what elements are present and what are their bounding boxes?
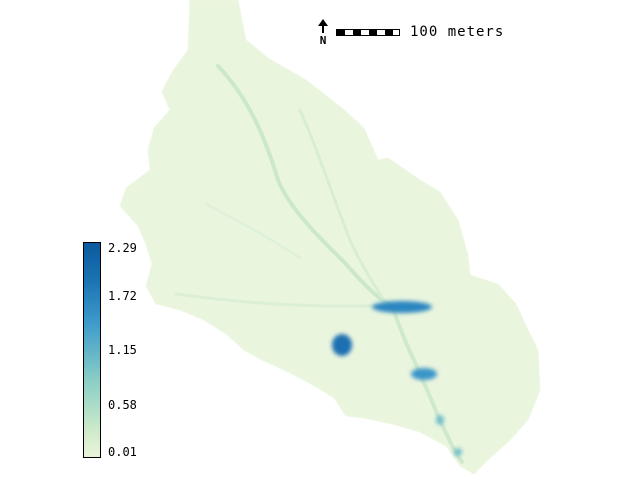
pond-small-1 <box>436 415 444 425</box>
legend-tick: 0.58 <box>108 398 137 412</box>
watershed-basin <box>119 0 541 475</box>
pond-lower <box>411 368 437 380</box>
pond-upper <box>372 301 432 313</box>
scale-label: 100 meters <box>410 24 505 40</box>
legend-tick: 1.15 <box>108 343 137 357</box>
pond-center <box>332 334 352 356</box>
pond-small-2 <box>454 448 462 456</box>
legend-tick: 0.01 <box>108 445 137 459</box>
scale-bar: N 100 meters <box>316 18 504 46</box>
scale-bar-graphic <box>336 28 400 36</box>
drainage-channels <box>174 64 464 464</box>
ponding-areas <box>332 301 462 456</box>
svg-text:N: N <box>320 34 327 45</box>
legend-tick: 1.72 <box>108 289 137 303</box>
legend-tick: 2.29 <box>108 241 137 255</box>
legend-colorbar <box>83 242 101 458</box>
north-arrow-icon: N <box>318 19 328 45</box>
